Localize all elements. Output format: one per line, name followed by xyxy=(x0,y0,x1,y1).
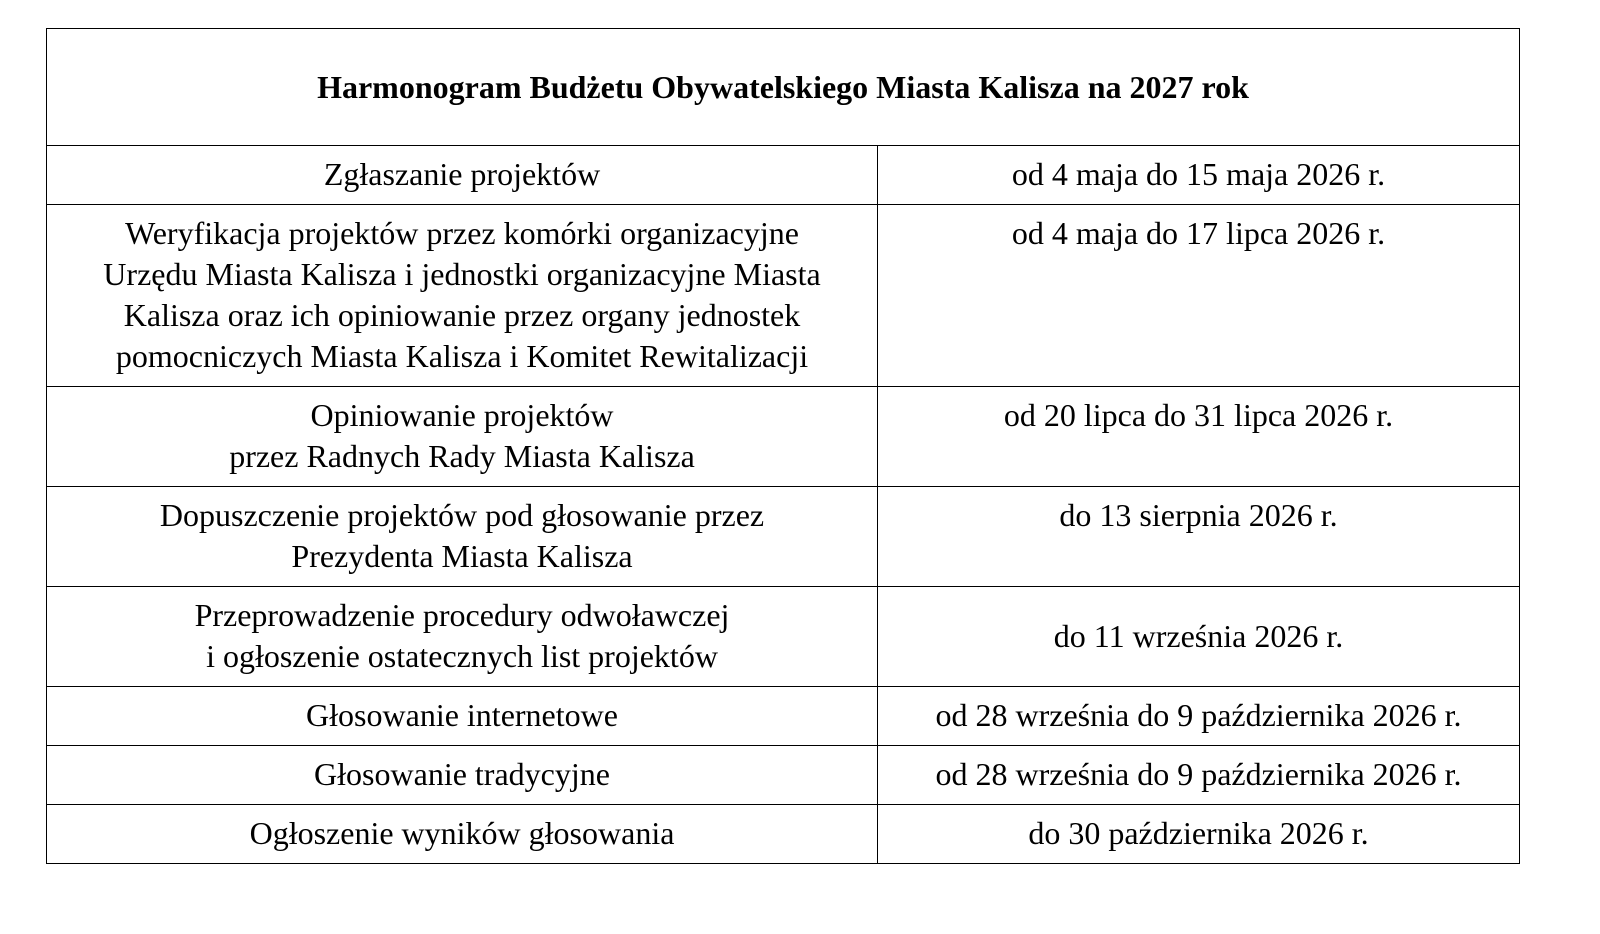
stage-cell: Weryfikacja projektów przez komórki orga… xyxy=(46,204,878,387)
table-row: Opiniowanie projektów przez Radnych Rady… xyxy=(46,386,1520,487)
stage-cell: Opiniowanie projektów przez Radnych Rady… xyxy=(46,386,878,487)
stage-text: Dopuszczenie projektów pod głosowanie pr… xyxy=(159,497,765,533)
stage-cell: Dopuszczenie projektów pod głosowanie pr… xyxy=(46,486,878,587)
stage-cell: Ogłoszenie wyników głosowania xyxy=(46,804,878,864)
table-row: Zgłaszanie projektów od 4 maja do 15 maj… xyxy=(46,145,1520,205)
stage-text: Głosowanie tradycyjne xyxy=(314,756,610,792)
date-cell: od 28 września do 9 października 2026 r. xyxy=(877,745,1520,805)
stage-text: Głosowanie internetowe xyxy=(306,697,618,733)
stage-text: Prezydenta Miasta Kalisza xyxy=(291,538,633,574)
date-cell: do 30 października 2026 r. xyxy=(877,804,1520,864)
stage-text: Opiniowanie projektów xyxy=(310,397,614,433)
table-title: Harmonogram Budżetu Obywatelskiego Miast… xyxy=(46,28,1520,146)
stage-text: Przeprowadzenie procedury odwoławczej xyxy=(194,597,730,633)
date-cell: do 11 września 2026 r. xyxy=(877,586,1520,687)
date-cell: od 20 lipca do 31 lipca 2026 r. xyxy=(877,386,1520,487)
table-row: Przeprowadzenie procedury odwoławczej i … xyxy=(46,586,1520,687)
schedule-table: Harmonogram Budżetu Obywatelskiego Miast… xyxy=(46,28,1520,864)
stage-text: przez Radnych Rady Miasta Kalisza xyxy=(229,438,695,474)
table-row: Głosowanie tradycyjne od 28 września do … xyxy=(46,745,1520,805)
table-row: Głosowanie internetowe od 28 września do… xyxy=(46,686,1520,746)
stage-cell: Zgłaszanie projektów xyxy=(46,145,878,205)
stage-cell: Głosowanie tradycyjne xyxy=(46,745,878,805)
stage-text: Weryfikacja projektów przez komórki orga… xyxy=(125,215,799,251)
table-row: Dopuszczenie projektów pod głosowanie pr… xyxy=(46,486,1520,587)
stage-text: pomocniczych Miasta Kalisza i Komitet Re… xyxy=(115,338,809,374)
title-row: Harmonogram Budżetu Obywatelskiego Miast… xyxy=(46,28,1520,146)
table-row: Weryfikacja projektów przez komórki orga… xyxy=(46,204,1520,387)
stage-text: Kalisza oraz ich opiniowanie przez organ… xyxy=(123,297,801,333)
date-cell: do 13 sierpnia 2026 r. xyxy=(877,486,1520,587)
stage-text: Ogłoszenie wyników głosowania xyxy=(249,815,675,851)
stage-cell: Przeprowadzenie procedury odwoławczej i … xyxy=(46,586,878,687)
stage-text: Urzędu Miasta Kalisza i jednostki organi… xyxy=(103,256,821,292)
table-row: Ogłoszenie wyników głosowania do 30 paźd… xyxy=(46,804,1520,864)
stage-text: Zgłaszanie projektów xyxy=(323,156,601,192)
stage-cell: Głosowanie internetowe xyxy=(46,686,878,746)
date-cell: od 4 maja do 17 lipca 2026 r. xyxy=(877,204,1520,387)
stage-text: i ogłoszenie ostatecznych list projektów xyxy=(206,638,718,674)
date-cell: od 4 maja do 15 maja 2026 r. xyxy=(877,145,1520,205)
date-cell: od 28 września do 9 października 2026 r. xyxy=(877,686,1520,746)
